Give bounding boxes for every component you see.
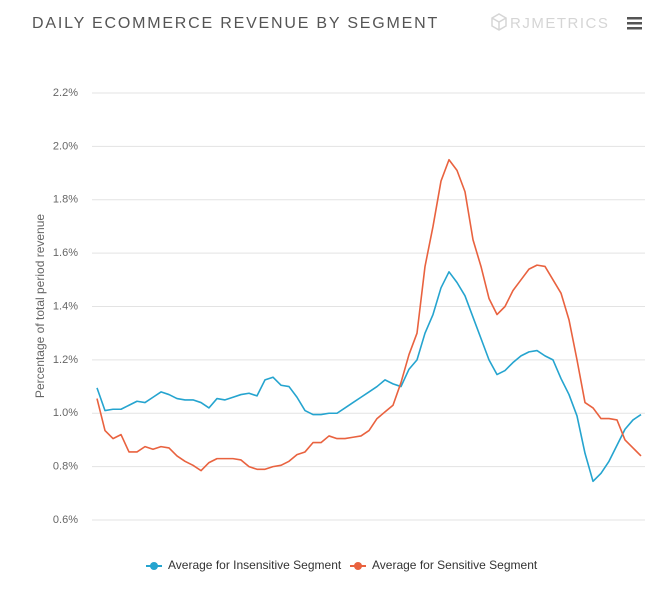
y-tick-label: 0.6% [53, 514, 78, 526]
menu-bar [627, 27, 642, 30]
y-tick-label: 1.8% [53, 194, 78, 206]
y-tick-label: 2.0% [53, 140, 78, 152]
legend-item[interactable]: Average for Sensitive Segment [350, 558, 538, 572]
y-tick-label: 2.2% [53, 87, 78, 99]
series-line [96, 158, 642, 472]
menu-button[interactable] [627, 17, 642, 30]
legend-label: Average for Sensitive Segment [372, 558, 538, 572]
legend-swatch-dot [150, 562, 158, 570]
brand-logo: RJMETRICS [491, 13, 609, 32]
legend-item[interactable]: Average for Insensitive Segment [146, 558, 342, 572]
menu-bar [627, 22, 642, 25]
menu-bar [627, 17, 642, 20]
y-tick-label: 1.4% [53, 300, 78, 312]
legend-swatch-dot [354, 562, 362, 570]
y-tick-label: 0.8% [53, 461, 78, 473]
brand-name: RJMETRICS [510, 15, 609, 32]
legend-label: Average for Insensitive Segment [168, 558, 342, 572]
chart-title: DAILY ECOMMERCE REVENUE BY SEGMENT [32, 15, 439, 32]
y-axis-label: Percentage of total period revenue [33, 214, 47, 398]
series-line [96, 271, 642, 483]
y-tick-label: 1.6% [53, 247, 78, 259]
y-tick-label: 1.2% [53, 354, 78, 366]
y-tick-label: 1.0% [53, 407, 78, 419]
logo-icon [491, 13, 507, 31]
